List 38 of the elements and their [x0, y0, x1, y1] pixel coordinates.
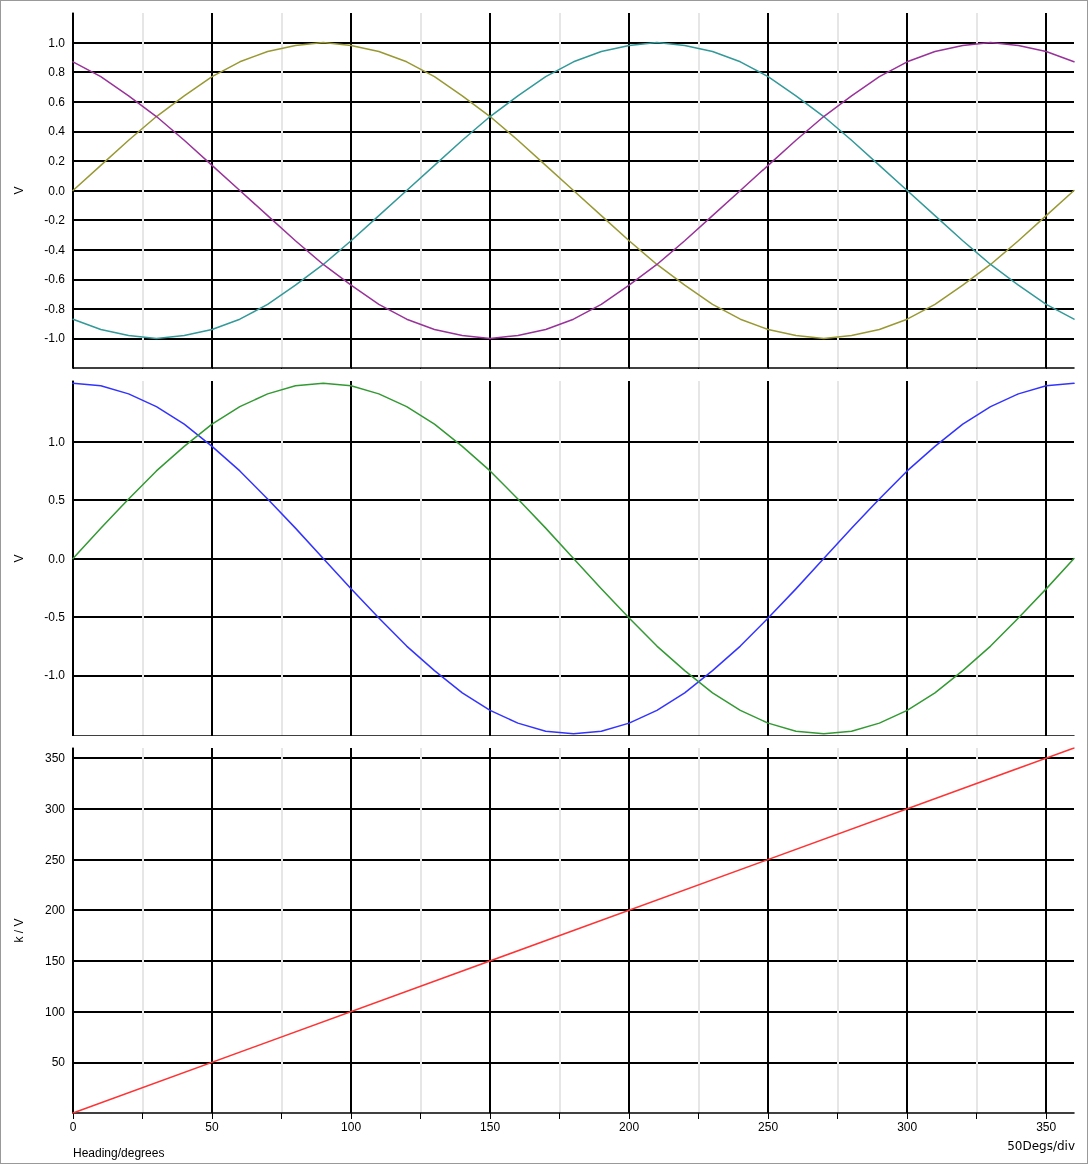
y-tick-label: 0.8 — [48, 65, 66, 80]
y-tick-label: -1.0 — [44, 331, 66, 346]
y-tick-label: -1.0 — [44, 668, 66, 683]
y-tick-label: 1.0 — [48, 434, 66, 449]
x-tick-label: 50 — [205, 1120, 220, 1134]
y-tick-label: 0.0 — [48, 551, 66, 566]
x-tick-label: 350 — [1036, 1120, 1057, 1134]
y-tick-label: 0.6 — [48, 94, 66, 109]
y-tick-label: 1.0 — [48, 35, 66, 50]
y-tick-label: -0.6 — [44, 272, 66, 287]
y-tick-label: -0.4 — [44, 242, 66, 257]
y-tick-label: -0.2 — [44, 213, 66, 228]
x-tick-label: 100 — [341, 1120, 362, 1134]
x-tick-label: 0 — [69, 1120, 77, 1134]
line-series — [72, 382, 1075, 735]
y-tick-label: 200 — [44, 903, 66, 918]
y-tick-label: 350 — [44, 751, 66, 766]
y-axis-title: V — [12, 186, 26, 195]
y-axis-title: k / V — [12, 918, 26, 943]
y-tick-label: 50 — [51, 1055, 66, 1070]
x-axis-title: Heading/degrees — [73, 1146, 165, 1160]
y-tick-label: 0.2 — [48, 153, 66, 168]
y-tick-label: 0.0 — [48, 183, 66, 198]
y-tick-label: 0.4 — [48, 124, 66, 139]
x-tick-label: 150 — [480, 1120, 501, 1134]
y-axis-title: V — [12, 554, 26, 563]
y-tick-label: -0.8 — [44, 301, 66, 316]
x-tick-label: 300 — [897, 1120, 918, 1134]
x-tick-label: 200 — [619, 1120, 640, 1134]
y-tick-label: 250 — [44, 852, 66, 867]
line-series — [72, 41, 1075, 340]
y-tick-label: 100 — [44, 1004, 66, 1019]
x-tick-label: 250 — [758, 1120, 779, 1134]
y-tick-label: -0.5 — [44, 609, 66, 624]
y-tick-label: 0.5 — [48, 493, 66, 508]
text: 50Degs/div — [1007, 1139, 1075, 1153]
y-tick-label: 300 — [44, 801, 66, 816]
y-tick-label: 150 — [44, 953, 66, 968]
